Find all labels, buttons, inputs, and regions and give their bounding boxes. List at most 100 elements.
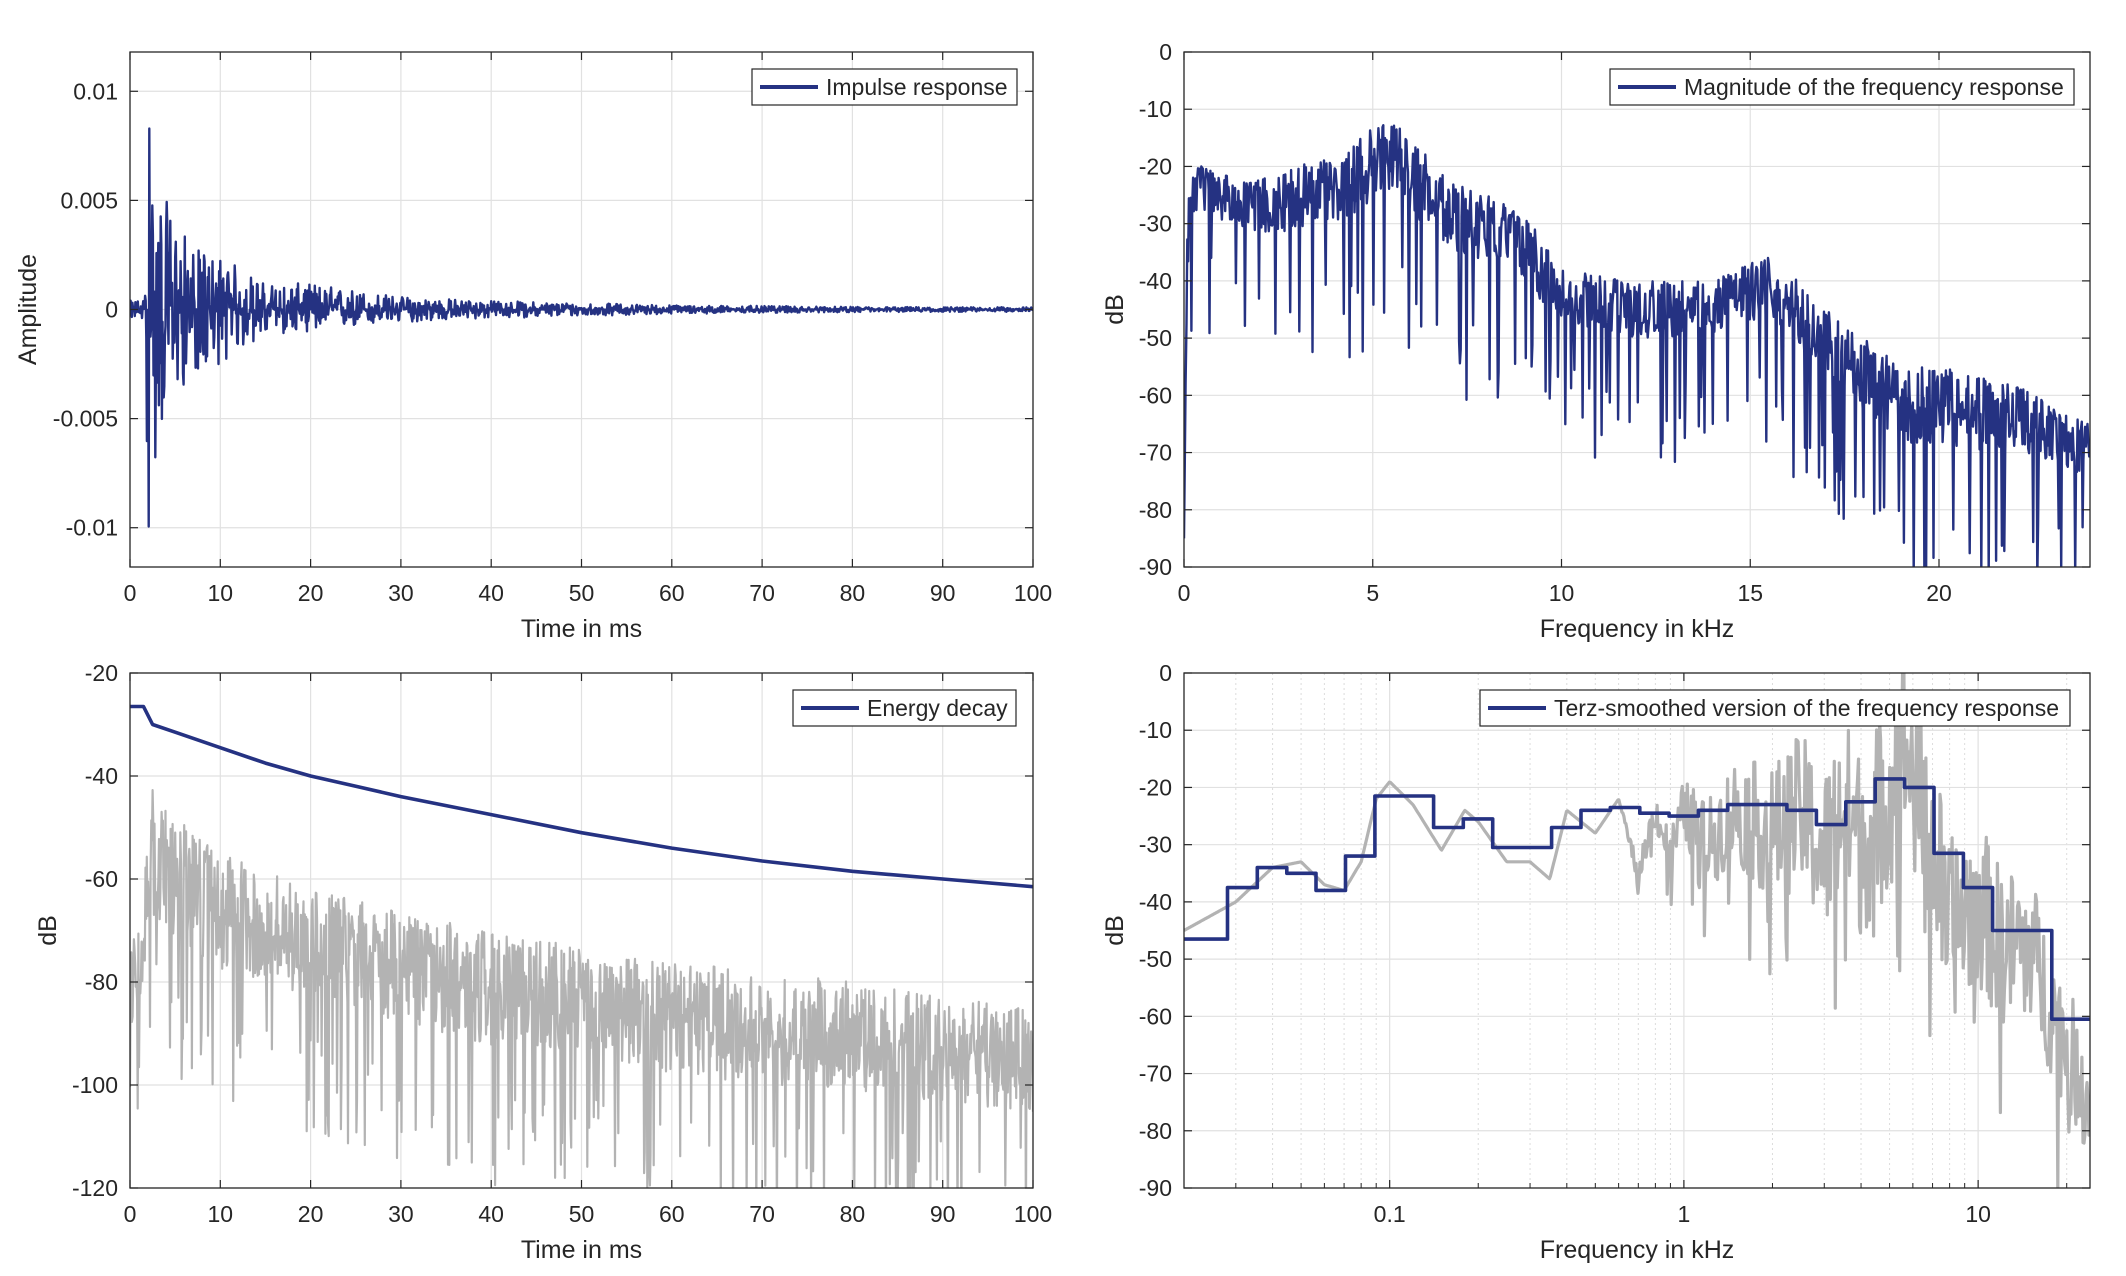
y-tick-label: 0.01 [73,78,118,104]
x-tick-label: 90 [930,580,956,606]
y-axis-title: dB [1101,915,1129,946]
ticks: 0 10 20 30 40 50 60 70 80 90 100 -120 -100 -80 -60 -40 -… [72,660,1052,1227]
x-tick-label: 10 [208,1201,234,1227]
x-tick-label: 0.1 [1374,1201,1406,1227]
ticks: 0.1 1 10 -90 -80 -70 -60 -50 -40 -30 -20 -10 0 [1139,660,2090,1227]
y-tick-label: 0 [1159,660,1172,686]
y-tick-label: -40 [1139,268,1172,294]
x-tick-label: 40 [478,580,504,606]
series-layer [1184,124,2090,567]
y-axis-title: dB [34,915,62,946]
y-tick-label: -20 [1139,153,1172,179]
y-tick-label: -20 [85,660,118,686]
y-tick-label: -80 [85,969,118,995]
x-axis-title: Frequency in kHz [1540,1236,1735,1264]
y-tick-label: 0 [105,297,118,323]
legend-box [1609,68,2075,106]
x-tick-label: 90 [930,1201,956,1227]
chart-magnitude: 0 5 10 15 20 -90 -80 -70 -60 -50 -40 -30 -20 -10 0 Freq… [1101,39,2091,643]
series-energy-decay [130,704,1033,889]
y-tick-label: 0 [1159,39,1172,65]
legend-box [1479,689,2071,727]
y-tick-label: -70 [1139,1061,1172,1087]
legend: Impulse response [751,68,1018,106]
x-axis-title: Time in ms [521,1236,642,1264]
y-axis-title: dB [1101,294,1129,325]
y-tick-label: -80 [1139,1118,1172,1144]
x-tick-label: 60 [659,580,685,606]
x-tick-label: 0 [1178,580,1191,606]
y-tick-label: -50 [1139,946,1172,972]
axes-box [1183,51,2091,568]
y-tick-label: -60 [1139,382,1172,408]
series-layer [130,704,1033,1188]
x-tick-label: 70 [749,580,775,606]
y-tick-label: -50 [1139,325,1172,351]
x-tick-label: 0 [124,580,137,606]
y-tick-label: -70 [1139,440,1172,466]
x-tick-label: 20 [298,1201,324,1227]
chart-terz: 0.1 1 10 -90 -80 -70 -60 -50 -40 -30 -20 -10 0 Freque… [1101,660,2091,1264]
x-tick-label: 100 [1014,1201,1052,1227]
x-tick-label: 10 [1549,580,1575,606]
x-tick-label: 60 [659,1201,685,1227]
x-tick-label: 1 [1677,1201,1690,1227]
y-tick-label: -10 [1139,717,1172,743]
y-axis-title: Amplitude [14,254,42,365]
legend: Energy decay [792,689,1017,727]
ticks: 0 10 20 30 40 50 60 70 80 90 100 -0.01 -0.005 0 0.005 0… [53,52,1052,606]
chart-impulse: 0 10 20 30 40 50 60 70 80 90 100 -0.01 -0.005 0 0.005 0… [14,51,1052,643]
x-tick-label: 30 [388,1201,414,1227]
x-tick-label: 100 [1014,580,1052,606]
legend-label: Terz-smoothed version of the frequency r… [1554,695,2059,721]
series-terz-smoothed-version-of-the-frequency-response [1184,777,2090,1021]
x-axis-title: Frequency in kHz [1540,615,1735,643]
x-tick-label: 0 [124,1201,137,1227]
legend-label: Impulse response [826,74,1008,100]
y-tick-label: -60 [1139,1003,1172,1029]
y-tick-label: -0.005 [53,406,118,432]
y-tick-label: -120 [72,1175,118,1201]
legend-label: Energy decay [867,695,1008,721]
y-tick-label: -10 [1139,96,1172,122]
x-axis-title: Time in ms [521,615,642,643]
y-tick-label: -40 [1139,889,1172,915]
y-tick-label: -90 [1139,554,1172,580]
legend: Magnitude of the frequency response [1609,68,2075,106]
x-tick-label: 15 [1737,580,1763,606]
y-tick-label: -90 [1139,1175,1172,1201]
series-layer [1184,673,2090,1188]
y-tick-label: -30 [1139,211,1172,237]
y-tick-label: -100 [72,1072,118,1098]
x-tick-label: 10 [208,580,234,606]
x-tick-label: 20 [1926,580,1952,606]
x-tick-label: 10 [1965,1201,1991,1227]
y-tick-label: -0.01 [66,515,118,541]
series-gray-1 [130,789,1033,1188]
x-tick-label: 80 [840,1201,866,1227]
ticks: 0 5 10 15 20 -90 -80 -70 -60 -50 -40 -30 -20 -10 0 [1139,39,2090,606]
y-tick-label: -80 [1139,497,1172,523]
legend: Terz-smoothed version of the frequency r… [1479,689,2071,727]
y-tick-label: -30 [1139,832,1172,858]
y-tick-label: -40 [85,763,118,789]
series-layer [130,127,1033,528]
legend-label: Magnitude of the frequency response [1684,74,2064,100]
chart-energy: 0 10 20 30 40 50 60 70 80 90 100 -120 -100 -80 -60 -40 -… [34,660,1052,1264]
x-tick-label: 80 [840,580,866,606]
x-tick-label: 30 [388,580,414,606]
axes-box [1183,672,2091,1189]
x-tick-label: 40 [478,1201,504,1227]
y-tick-label: -20 [1139,774,1172,800]
x-tick-label: 50 [569,1201,595,1227]
x-tick-label: 50 [569,580,595,606]
x-tick-label: 20 [298,580,324,606]
series-gray-0 [1184,673,2090,1188]
y-tick-label: -60 [85,866,118,892]
series-magnitude-of-the-frequency-response [1184,124,2090,567]
plot-area [1184,673,2090,1188]
x-tick-label: 5 [1366,580,1379,606]
series-impulse-response [130,127,1033,528]
y-tick-label: 0.005 [60,187,118,213]
